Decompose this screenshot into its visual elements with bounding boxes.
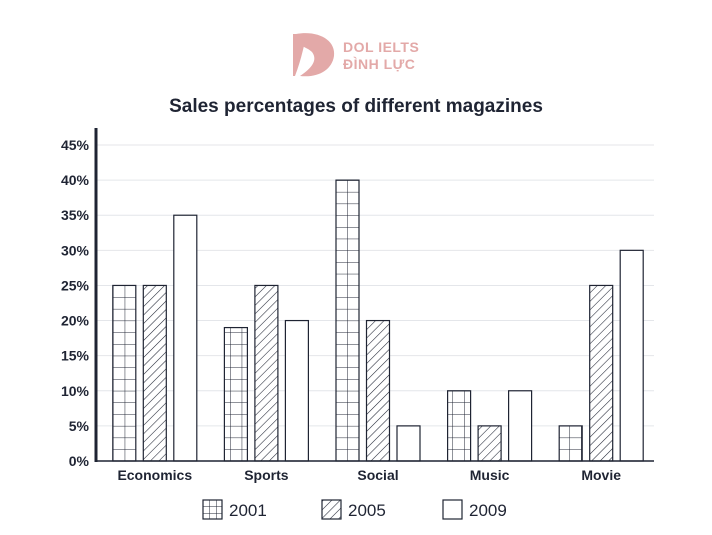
y-tick-label: 20% xyxy=(61,313,90,329)
y-tick-label: 30% xyxy=(61,242,90,258)
legend-label-2009: 2009 xyxy=(469,501,507,520)
y-tick-label: 40% xyxy=(61,172,90,188)
bar-2005-economics xyxy=(142,284,167,462)
legend-swatch-2005 xyxy=(321,499,342,520)
bar-2005-social xyxy=(365,319,391,462)
x-tick-label: Social xyxy=(357,467,398,483)
brand-line-1: DOL IELTS xyxy=(343,39,419,55)
bars xyxy=(112,179,644,462)
y-tick-label: 15% xyxy=(61,348,90,364)
bar-2009-music xyxy=(508,390,533,462)
bar-2009-sports xyxy=(284,319,309,462)
y-tick-label: 0% xyxy=(69,453,90,469)
bar-2005-movie xyxy=(589,284,614,462)
bar-2009-economics xyxy=(173,214,198,462)
brand-logo: DOL IELTS ĐÌNH LỰC xyxy=(293,33,419,77)
x-tick-label: Music xyxy=(470,467,510,483)
y-tick-label: 45% xyxy=(61,137,90,153)
bar-2001-music xyxy=(447,390,472,462)
bar-2001-economics xyxy=(112,284,137,462)
bar-2005-music xyxy=(477,425,502,462)
legend-swatch-2001 xyxy=(202,499,223,520)
legend-label-2005: 2005 xyxy=(348,501,386,520)
logo-icon xyxy=(296,33,335,77)
legend-label-2001: 2001 xyxy=(229,501,267,520)
bar-2001-social xyxy=(335,179,360,462)
y-tick-label: 5% xyxy=(69,418,90,434)
brand-line-2: ĐÌNH LỰC xyxy=(343,56,415,72)
y-tick-label: 25% xyxy=(61,277,90,293)
legend-swatch-2009 xyxy=(442,499,463,520)
y-axis-ticks: 0% 5% 10% 15% 20% 25% 30% 35% 40% 45% xyxy=(61,137,90,469)
chart-title: Sales percentages of different magazines xyxy=(169,96,543,117)
bar-2009-social xyxy=(396,425,421,462)
bar-2001-movie xyxy=(558,425,583,462)
bar-2001-sports xyxy=(223,326,248,462)
bar-2009-movie xyxy=(619,249,644,462)
x-tick-label: Movie xyxy=(581,467,621,483)
y-tick-label: 35% xyxy=(61,207,90,223)
x-tick-label: Economics xyxy=(117,467,192,483)
bar-2005-sports xyxy=(254,284,279,462)
x-tick-label: Sports xyxy=(244,467,289,483)
legend: 2001 2005 2009 xyxy=(202,499,507,520)
x-axis-labels: Economics Sports Social Music Movie xyxy=(117,467,621,483)
y-tick-label: 10% xyxy=(61,383,90,399)
